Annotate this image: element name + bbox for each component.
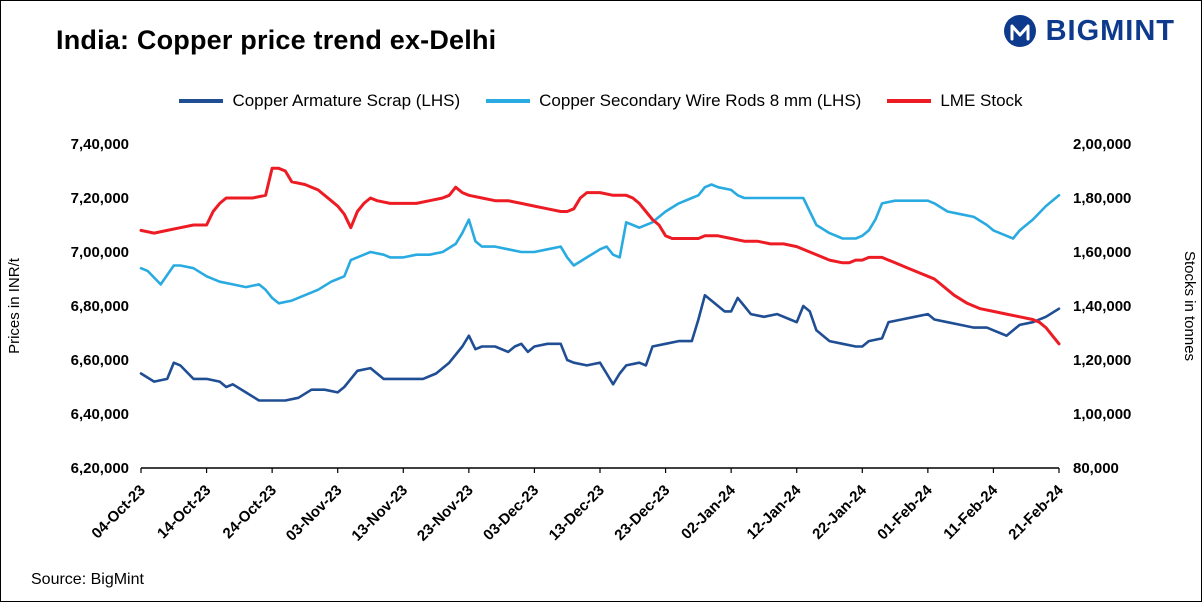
legend-item: Copper Secondary Wire Rods 8 mm (LHS) [486, 91, 861, 111]
x-axis-tick-label: 02-Jan-24 [678, 481, 739, 542]
legend-label: Copper Secondary Wire Rods 8 mm (LHS) [539, 91, 862, 110]
legend-item: Copper Armature Scrap (LHS) [179, 91, 460, 111]
legend-label: Copper Armature Scrap (LHS) [232, 91, 461, 110]
left-axis-tick-label: 7,00,000 [71, 244, 129, 261]
legend-swatch [179, 99, 224, 103]
right-axis-tick-label: 2,00,000 [1073, 136, 1131, 153]
right-axis-tick-label: 1,20,000 [1073, 352, 1131, 369]
left-axis-title: Prices in INR/t [6, 257, 23, 354]
legend-swatch [486, 99, 531, 103]
left-axis-tick-label: 7,40,000 [71, 136, 129, 153]
chart-canvas: 6,20,000 6,40,000 6,60,000 6,80,000 7,00,000… [6, 136, 1198, 545]
left-axis-tick-label: 7,20,000 [71, 190, 129, 207]
brand-logo: BIGMINT [1003, 14, 1175, 48]
x-axis-tick-label: 23-Dec-23 [611, 482, 673, 544]
legend-swatch [887, 99, 932, 103]
x-axis-tick-label: 04-Oct-23 [88, 482, 148, 542]
x-axis-tick-label: 13-Dec-23 [546, 482, 608, 544]
x-axis-tick-label: 11-Feb-24 [940, 481, 1001, 542]
brand-name: BIGMINT [1045, 14, 1175, 47]
right-axis-tick-label: 1,60,000 [1073, 244, 1131, 261]
x-axis-tick-label: 14-Oct-23 [154, 482, 214, 542]
right-axis-tick-label: 1,80,000 [1073, 190, 1131, 207]
source-note: Source: BigMint [31, 571, 144, 588]
series-line-1 [139, 183, 1061, 305]
left-axis-tick-label: 6,80,000 [71, 298, 129, 315]
x-axis-tick-label: 01-Feb-24 [874, 481, 936, 543]
chart-legend: Copper Armature Scrap (LHS) Copper Secon… [1, 91, 1201, 111]
x-axis-tick-label: 22-Jan-24 [809, 481, 870, 542]
x-axis-tick-label: 12-Jan-24 [744, 481, 805, 542]
x-axis-tick-label: 24-Oct-23 [220, 482, 280, 542]
left-axis-tick-label: 6,40,000 [71, 406, 129, 423]
legend-item: LME Stock [887, 91, 1023, 111]
right-axis-tick-label: 1,40,000 [1073, 298, 1131, 315]
x-axis-tick-label: 23-Nov-23 [414, 482, 477, 545]
right-axis-title: Stocks in tonnes [1181, 251, 1198, 361]
left-axis-tick-label: 6,60,000 [71, 352, 129, 369]
series-line-0 [139, 293, 1061, 402]
left-axis-tick-label: 6,20,000 [71, 460, 129, 477]
x-axis-tick-label: 03-Dec-23 [480, 482, 542, 544]
x-axis-tick-label: 03-Nov-23 [283, 482, 346, 545]
right-axis-tick-label: 80,000 [1073, 460, 1119, 477]
right-axis-tick-label: 1,00,000 [1073, 406, 1131, 423]
series-line-2 [139, 166, 1061, 346]
x-axis-tick-label: 13-Nov-23 [348, 482, 411, 545]
legend-label: LME Stock [940, 91, 1023, 110]
x-axis-tick-label: 21-Feb-24 [1005, 481, 1067, 543]
page-title: India: Copper price trend ex-Delhi [56, 25, 497, 55]
bigmint-logo-icon [1003, 15, 1036, 47]
